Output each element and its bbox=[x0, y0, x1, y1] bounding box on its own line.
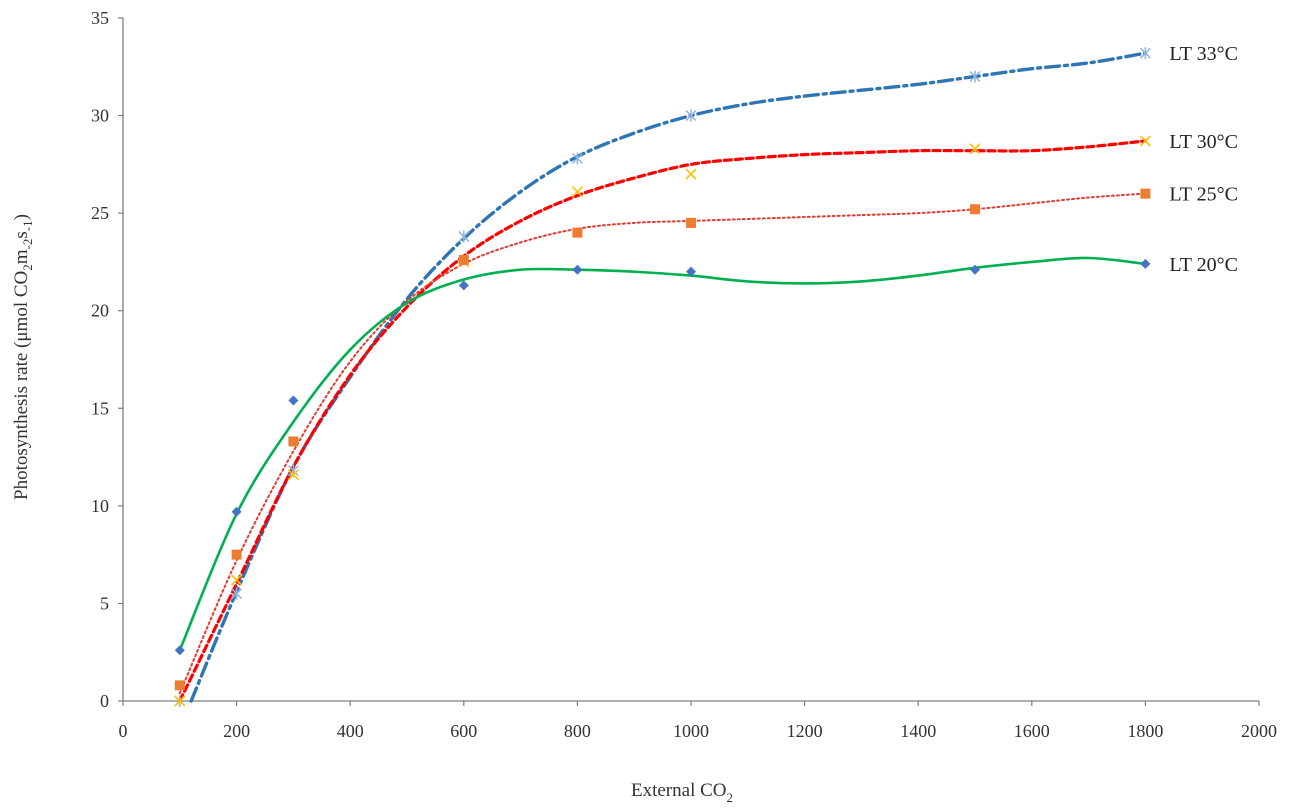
y-axis-title-sub-1: 2 bbox=[20, 264, 35, 271]
series-label-25c: LT 25°C bbox=[1169, 184, 1238, 206]
data-point-30c bbox=[174, 695, 186, 707]
x-tick-label: 400 bbox=[337, 721, 364, 741]
data-point-20c bbox=[686, 266, 696, 277]
x-tick-label: 1200 bbox=[787, 721, 823, 741]
data-point-20c bbox=[572, 264, 583, 275]
y-tick-label: 10 bbox=[91, 496, 109, 516]
y-axis-title-sub-2: -2 bbox=[20, 239, 35, 250]
data-point-30c bbox=[1139, 135, 1151, 147]
data-point-20c bbox=[970, 264, 980, 275]
fit-curve-30c bbox=[178, 139, 1147, 703]
x-tick-label: 1000 bbox=[673, 721, 709, 741]
x-axis-title-sub: 2 bbox=[727, 790, 734, 805]
y-axis-title-main: Photosynthesis rate (μmol CO bbox=[11, 271, 32, 500]
y-tick-label: 0 bbox=[100, 691, 109, 711]
y-tick-label: 30 bbox=[91, 106, 109, 126]
series-label-30c: LT 30°C bbox=[1169, 131, 1238, 153]
x-tick-label: 200 bbox=[223, 721, 250, 741]
data-point-33c bbox=[231, 587, 243, 600]
fit-curve-20c bbox=[178, 256, 1147, 652]
y-axis-title-sub-3: -1 bbox=[20, 220, 35, 231]
data-point-33c bbox=[571, 152, 583, 165]
data-point-25c bbox=[970, 204, 980, 215]
data-point-30c bbox=[969, 143, 981, 155]
data-point-20c bbox=[174, 645, 185, 656]
y-axis-title-part-m: m bbox=[11, 249, 32, 264]
x-axis-title: External CO2 bbox=[631, 780, 733, 805]
fit-curve-25c bbox=[178, 192, 1147, 695]
y-axis-title-close: ) bbox=[11, 214, 32, 220]
x-tick-label: 1600 bbox=[1014, 721, 1050, 741]
y-tick-label: 20 bbox=[91, 301, 109, 321]
x-axis-title-main: External CO bbox=[631, 780, 727, 801]
data-point-25c bbox=[288, 436, 299, 447]
data-point-33c bbox=[458, 230, 470, 243]
data-point-33c bbox=[685, 109, 697, 122]
data-point-25c bbox=[174, 680, 185, 691]
series-label-20c: LT 20°C bbox=[1169, 254, 1238, 276]
x-tick-label: 1800 bbox=[1127, 721, 1163, 741]
data-point-20c bbox=[458, 280, 469, 291]
data-point-33c bbox=[1139, 47, 1151, 60]
data-point-30c bbox=[231, 574, 243, 586]
x-tick-label: 800 bbox=[564, 721, 591, 741]
y-tick-label: 5 bbox=[100, 593, 109, 613]
data-point-30c bbox=[571, 186, 583, 198]
series-labels: LT 33°C LT 30°C LT 25°C LT 20°C bbox=[1169, 43, 1238, 276]
x-tick-label: 0 bbox=[119, 721, 128, 741]
data-point-30c bbox=[685, 168, 697, 180]
data-point-20c bbox=[1140, 258, 1151, 269]
data-point-30c bbox=[287, 469, 299, 481]
x-tick-label: 1400 bbox=[900, 721, 936, 741]
data-point-25c bbox=[572, 227, 583, 238]
data-point-20c bbox=[288, 395, 299, 406]
x-tick-label: 2000 bbox=[1241, 721, 1277, 741]
data-markers bbox=[174, 47, 1151, 707]
y-tick-label: 25 bbox=[91, 203, 109, 223]
series-label-33c: LT 33°C bbox=[1169, 43, 1238, 65]
data-point-25c bbox=[458, 254, 469, 265]
data-point-33c bbox=[969, 70, 981, 83]
x-tick-label: 600 bbox=[450, 721, 477, 741]
axes: 0 5 10 15 20 25 30 35 0 200 400 600 800 1000 1200 1400 1… bbox=[91, 8, 1277, 741]
data-point-25c bbox=[231, 549, 242, 560]
y-axis-title-part-s: s bbox=[11, 231, 32, 238]
data-point-25c bbox=[1140, 188, 1151, 199]
y-tick-label: 15 bbox=[91, 398, 109, 418]
data-point-25c bbox=[686, 217, 696, 228]
fit-curves bbox=[178, 51, 1148, 703]
y-axis-title: Photosynthesis rate (μmol CO2m-2s-1) bbox=[11, 214, 35, 500]
data-point-20c bbox=[231, 506, 242, 517]
y-tick-label: 35 bbox=[91, 8, 109, 28]
